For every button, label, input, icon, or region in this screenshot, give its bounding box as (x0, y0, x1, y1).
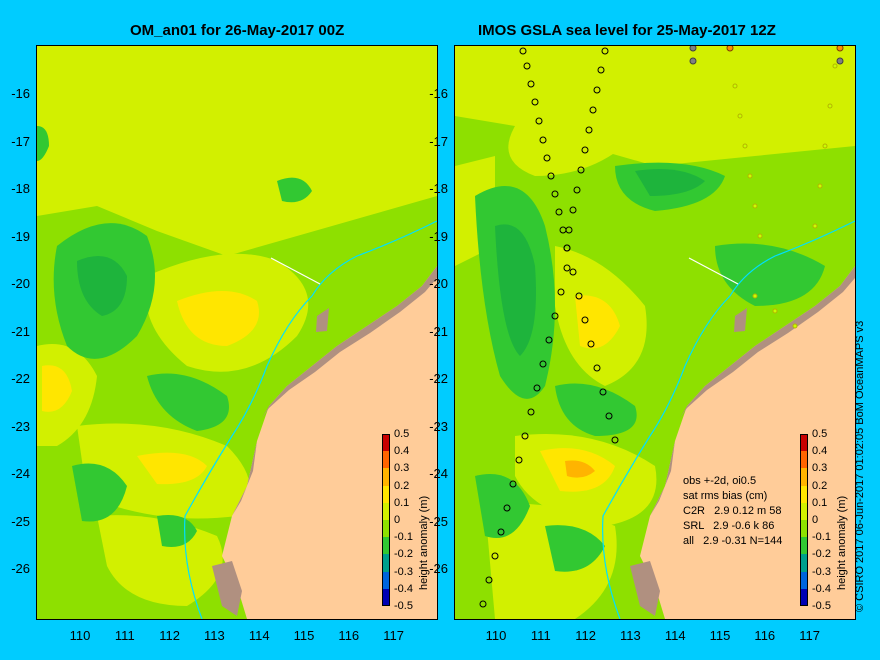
colorbar-label: 0.3 (812, 462, 828, 475)
y-tick-label: -20 (429, 276, 448, 291)
y-tick-label: -18 (429, 181, 448, 196)
colorbar-segment (800, 485, 808, 504)
colorbar-label: 0.2 (812, 479, 828, 492)
right-map-panel[interactable] (454, 45, 856, 620)
y-tick-label: -16 (429, 86, 448, 101)
y-tick-label: -22 (11, 371, 30, 386)
right-map-title: IMOS GSLA sea level for 25-May-2017 12Z (478, 22, 776, 39)
y-tick-label: -19 (429, 228, 448, 244)
y-tick-label: -19 (11, 228, 30, 244)
x-tick-label: 112 (159, 628, 180, 643)
x-tick-label: 111 (530, 628, 551, 643)
colorbar-label: 0.4 (812, 445, 828, 458)
colorbar-label: 0 (394, 514, 401, 526)
colorbar-label: -0.1 (812, 531, 831, 544)
stats-line-2: sat rms bias (cm) (683, 490, 768, 502)
y-tick-label: -16 (11, 86, 30, 101)
colorbar-label: -0.1 (394, 531, 413, 544)
x-tick-label: 113 (620, 628, 641, 643)
stats-line-5: all 2.9 -0.31 N=144 (683, 535, 783, 547)
colorbar-segment (800, 468, 808, 487)
y-tick-label: -21 (11, 323, 30, 339)
colorbar-label: -0.4 (394, 582, 413, 595)
y-tick-label: -17 (429, 133, 448, 149)
colorbar-title: height anomaly (m) (836, 495, 848, 590)
x-tick-label: 117 (799, 628, 820, 643)
x-tick-label: 111 (114, 628, 135, 643)
colorbar-segment (382, 502, 390, 521)
colorbar-title: height anomaly (m) (418, 495, 430, 590)
x-tick-label: 113 (204, 628, 225, 643)
y-tick-label: -25 (429, 513, 448, 529)
colorbar-segment (800, 520, 808, 538)
y-tick-label: -23 (429, 418, 448, 434)
colorbar-segment (800, 451, 808, 469)
colorbar-label: 0.5 (394, 428, 410, 440)
credit-text: © CSIRO 2017 06-Jun-2017 01:02:05 BoM Oc… (854, 320, 866, 612)
colorbar-segment (382, 485, 390, 504)
left-map-title: OM_an01 for 26-May-2017 00Z (130, 22, 345, 39)
y-tick-label: -17 (11, 133, 30, 149)
colorbar-segment (800, 588, 808, 607)
x-tick-label: 114 (664, 628, 686, 643)
y-tick-label: -25 (11, 513, 30, 529)
x-tick-label: 110 (485, 628, 507, 643)
y-tick-label: -26 (429, 561, 448, 576)
colorbar-segment (800, 502, 808, 521)
colorbar-label: 0 (812, 514, 819, 526)
colorbar-frame (800, 434, 808, 606)
colorbar-segment (800, 434, 808, 452)
colorbar-label: -0.3 (812, 565, 831, 578)
y-tick-label: -21 (429, 323, 448, 339)
colorbar-segment (382, 588, 390, 607)
colorbar-segment (382, 554, 390, 573)
colorbar-segment (800, 537, 808, 555)
colorbar-label: -0.5 (394, 600, 413, 612)
stats-line-3: C2R 2.9 0.12 m 58 (683, 505, 782, 517)
colorbar-segment (382, 434, 390, 452)
colorbar-segment (382, 451, 390, 469)
colorbar-label: 0.5 (812, 428, 828, 440)
x-tick-label: 117 (383, 628, 404, 643)
y-tick-label: -22 (429, 371, 448, 386)
colorbar-label: -0.2 (394, 548, 413, 561)
stats-line-4: SRL 2.9 -0.6 k 86 (683, 520, 775, 532)
colorbar-label: -0.3 (394, 565, 413, 578)
colorbar-segment (800, 554, 808, 573)
x-tick-label: 110 (69, 628, 91, 643)
colorbar-label: 0.1 (812, 496, 828, 509)
x-tick-label: 112 (575, 628, 596, 643)
colorbar-label: -0.4 (812, 582, 831, 595)
x-tick-label: 116 (754, 628, 776, 643)
colorbar-label: 0.2 (394, 479, 410, 492)
colorbar-segment (800, 571, 808, 590)
colorbar-segment (382, 520, 390, 538)
left-map-panel[interactable] (36, 45, 438, 620)
x-tick-label: 116 (338, 628, 360, 643)
colorbar-label: 0.1 (394, 496, 410, 509)
colorbar-label: 0.3 (394, 462, 410, 475)
x-tick-label: 115 (709, 628, 731, 643)
x-tick-label: 115 (293, 628, 315, 643)
colorbar-label: 0.4 (394, 445, 410, 458)
y-tick-label: -24 (429, 466, 448, 481)
colorbar-label: -0.5 (812, 600, 831, 612)
y-tick-label: -20 (11, 276, 30, 291)
y-tick-label: -18 (11, 181, 30, 196)
y-tick-label: -24 (11, 466, 30, 481)
x-tick-label: 114 (248, 628, 270, 643)
colorbar-frame (382, 434, 390, 606)
y-tick-label: -26 (11, 561, 30, 576)
colorbar-segment (382, 571, 390, 590)
colorbar-segment (382, 537, 390, 555)
colorbar-label: -0.2 (812, 548, 831, 561)
stats-line-1: obs +-2d, oi0.5 (683, 475, 757, 487)
y-tick-label: -23 (11, 418, 30, 434)
colorbar-segment (382, 468, 390, 487)
stats-box: obs +-2d, oi0.5 sat rms bias (cm) C2R 2.… (683, 474, 782, 549)
